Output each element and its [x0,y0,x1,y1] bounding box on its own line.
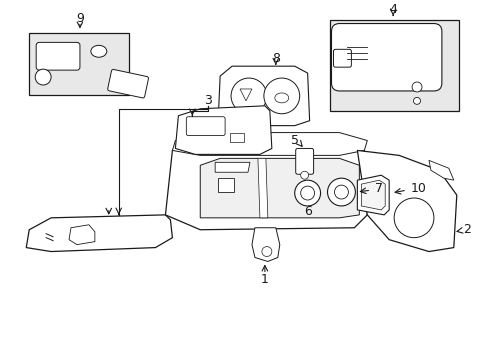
Polygon shape [172,132,366,156]
Circle shape [264,78,299,114]
Text: 3: 3 [204,94,212,107]
Bar [329,19,458,111]
Polygon shape [357,175,388,215]
Text: 1: 1 [261,273,268,286]
Text: 4: 4 [388,3,396,16]
Polygon shape [357,150,456,252]
Text: 6: 6 [303,206,311,219]
Circle shape [294,180,320,206]
Polygon shape [175,106,271,154]
Text: 9: 9 [76,12,84,25]
Text: 5: 5 [290,134,298,147]
Bar [29,33,128,95]
Polygon shape [257,158,267,218]
Polygon shape [215,162,249,172]
Text: 10: 10 [410,181,426,195]
FancyBboxPatch shape [331,23,441,91]
Polygon shape [218,66,309,126]
Polygon shape [200,158,359,218]
Ellipse shape [274,93,288,103]
Text: 8: 8 [271,52,279,65]
Circle shape [300,186,314,200]
Polygon shape [69,225,95,244]
Circle shape [393,198,433,238]
Circle shape [411,82,421,92]
Polygon shape [251,228,279,261]
Ellipse shape [91,45,106,57]
Bar [230,132,244,143]
FancyBboxPatch shape [36,42,80,70]
Circle shape [413,98,420,104]
FancyBboxPatch shape [295,148,313,174]
Polygon shape [428,160,453,180]
Text: 7: 7 [374,181,383,195]
Circle shape [334,185,347,199]
Polygon shape [26,215,172,252]
Text: 2: 2 [462,223,470,236]
Circle shape [327,178,355,206]
Polygon shape [240,89,251,101]
Polygon shape [165,140,366,230]
Polygon shape [361,180,385,210]
FancyBboxPatch shape [107,69,148,98]
Bar [218,178,234,192]
Circle shape [231,78,266,114]
FancyBboxPatch shape [333,49,351,67]
FancyBboxPatch shape [186,117,224,136]
Circle shape [300,171,308,179]
Circle shape [262,247,271,257]
Circle shape [35,69,51,85]
